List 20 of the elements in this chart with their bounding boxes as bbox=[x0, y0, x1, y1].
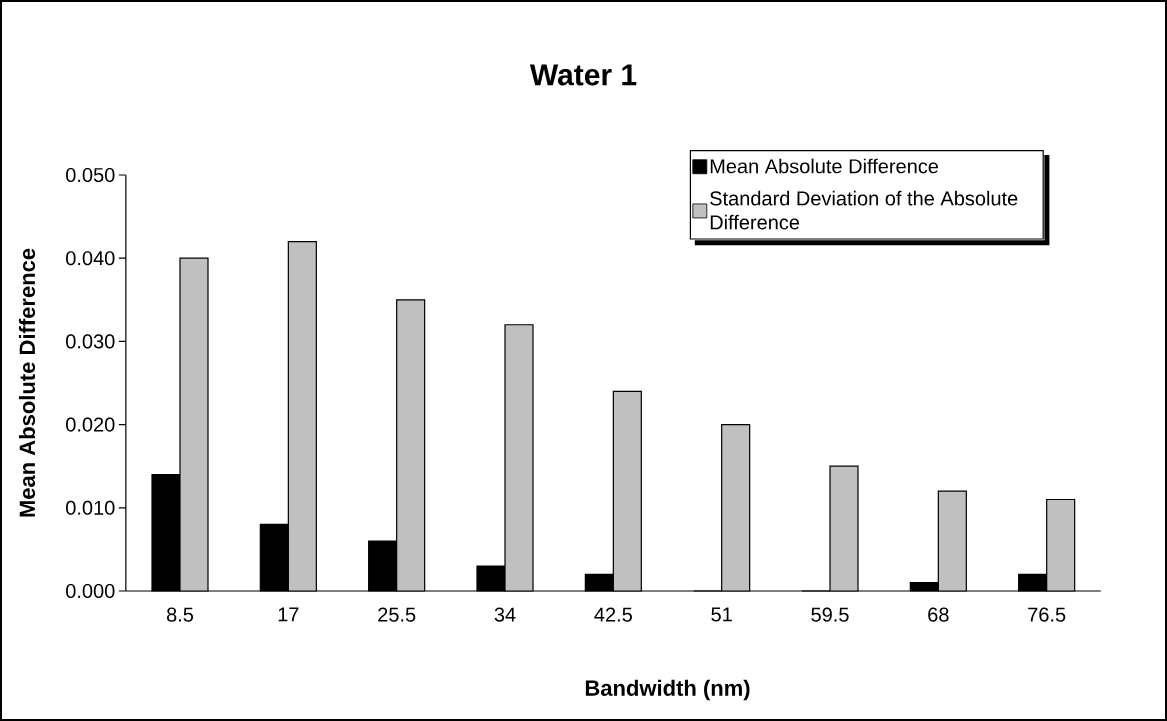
x-tick-label: 17 bbox=[278, 607, 299, 622]
y-tick-label: 0.000 bbox=[66, 583, 115, 599]
y-tick-label: 0.010 bbox=[66, 500, 115, 515]
chart-title: Water 1 bbox=[529, 64, 637, 86]
y-tick-label: 0.040 bbox=[66, 251, 115, 266]
x-tick-label: 51 bbox=[711, 607, 732, 622]
legend-label: Mean Absolute Difference bbox=[710, 158, 939, 174]
y-axis-title: Mean Absolute Difference bbox=[18, 248, 36, 517]
x-axis-title: Bandwidth (nm) bbox=[585, 679, 750, 701]
x-tick-label: 42.5 bbox=[594, 607, 632, 622]
legend-label: Standard Deviation of the Absolute Difference bbox=[710, 190, 1018, 230]
x-tick-label: 25.5 bbox=[378, 607, 416, 622]
x-tick-label: 68 bbox=[928, 607, 949, 622]
y-tick-label: 0.030 bbox=[66, 334, 115, 349]
x-tick-label: 76.5 bbox=[1028, 607, 1066, 622]
y-tick-label: 0.020 bbox=[66, 417, 115, 432]
y-tick-label: 0.050 bbox=[66, 167, 115, 183]
x-tick-label: 8.5 bbox=[166, 607, 194, 622]
x-tick-label: 34 bbox=[494, 607, 516, 622]
x-tick-label: 59.5 bbox=[811, 607, 849, 622]
